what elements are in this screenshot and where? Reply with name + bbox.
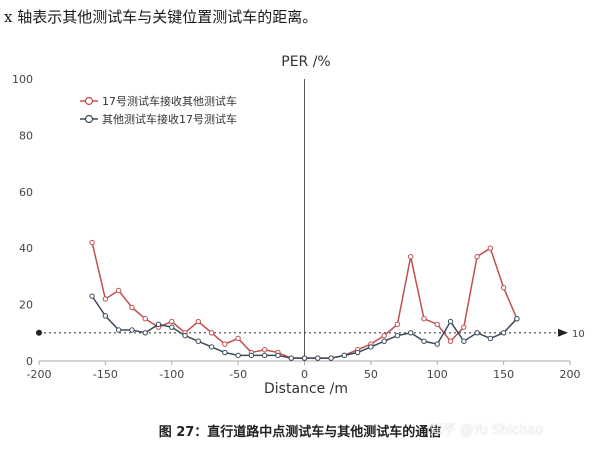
y-tick-label: 100: [12, 73, 33, 86]
y-tick-label: 40: [19, 242, 33, 255]
intro-text: x 轴表示其他测试车与关键位置测试车的距离。: [4, 8, 318, 26]
data-point: [275, 352, 281, 359]
legend-swatch-marker: [84, 114, 94, 124]
legend-label: 其他测试车接收17号测试车: [102, 112, 237, 126]
reference-line-arrow: [558, 328, 568, 337]
data-point: [328, 355, 334, 361]
data-point: [222, 341, 228, 347]
y-tick-label: 20: [19, 299, 33, 312]
data-point: [155, 321, 162, 328]
data-point: [341, 352, 348, 359]
data-point: [301, 355, 308, 361]
data-point: [182, 332, 188, 339]
x-tick-label: -200: [27, 368, 52, 381]
data-point: [434, 321, 440, 328]
data-point: [487, 335, 494, 342]
reference-line-start-dot: [36, 329, 42, 336]
data-point: [169, 318, 175, 325]
x-tick-label: 50: [364, 368, 378, 381]
data-point: [434, 341, 440, 347]
x-tick-label: -50: [229, 368, 247, 381]
y-tick-label: 60: [19, 186, 33, 199]
data-point: [500, 330, 507, 336]
chart-title: PER /%: [281, 54, 331, 70]
data-point: [102, 296, 109, 302]
data-point: [421, 316, 427, 322]
data-point: [195, 318, 202, 325]
data-point: [354, 349, 361, 356]
data-point: [381, 332, 387, 339]
data-point: [394, 321, 401, 328]
data-point: [208, 330, 215, 336]
y-tick-label: 0: [26, 355, 33, 368]
data-point: [474, 330, 480, 336]
y-tick-label: 80: [19, 129, 33, 142]
reference-line-label: 10: [572, 329, 585, 340]
legend-swatch-marker: [84, 96, 94, 106]
data-point: [115, 327, 122, 333]
data-point: [248, 352, 255, 359]
data-point: [222, 349, 228, 356]
data-point: [368, 344, 374, 350]
data-point: [500, 284, 507, 291]
x-tick-label: -100: [159, 368, 184, 381]
data-point: [381, 338, 387, 344]
data-point: [288, 355, 294, 361]
x-tick-label: 150: [493, 368, 514, 381]
data-point: [89, 239, 95, 246]
x-tick-label: 200: [560, 368, 581, 381]
data-point: [261, 352, 268, 359]
data-point: [447, 338, 454, 344]
data-point: [142, 330, 148, 336]
data-point: [129, 327, 135, 333]
data-point: [129, 304, 135, 311]
data-point: [421, 338, 427, 344]
data-point: [514, 316, 520, 322]
data-point: [208, 344, 215, 350]
data-point: [474, 253, 480, 260]
data-point: [195, 338, 202, 344]
x-tick-label: 100: [427, 368, 448, 381]
data-point: [102, 313, 109, 319]
legend-label: 17号测试车接收其他测试车: [102, 94, 237, 108]
data-point: [235, 335, 241, 342]
data-point: [461, 338, 467, 344]
data-point: [142, 316, 148, 322]
x-tick-label: 0: [301, 368, 308, 381]
data-point: [115, 287, 122, 294]
data-point: [235, 352, 241, 359]
data-point: [169, 324, 175, 330]
data-point: [261, 347, 268, 353]
data-point: [315, 355, 321, 361]
data-point: [408, 253, 414, 260]
data-point: [447, 318, 454, 325]
watermark: 知乎 @Yu Shichao: [430, 423, 544, 438]
data-point: [487, 245, 494, 251]
data-point: [408, 330, 414, 336]
data-point: [461, 324, 467, 330]
data-point: [89, 293, 95, 299]
x-axis-label: Distance /m: [264, 381, 348, 397]
x-tick-label: -150: [93, 368, 118, 381]
data-point: [394, 332, 401, 339]
figure-caption: 图 27：直行道路中点测试车与其他测试车的通信: [158, 425, 442, 440]
